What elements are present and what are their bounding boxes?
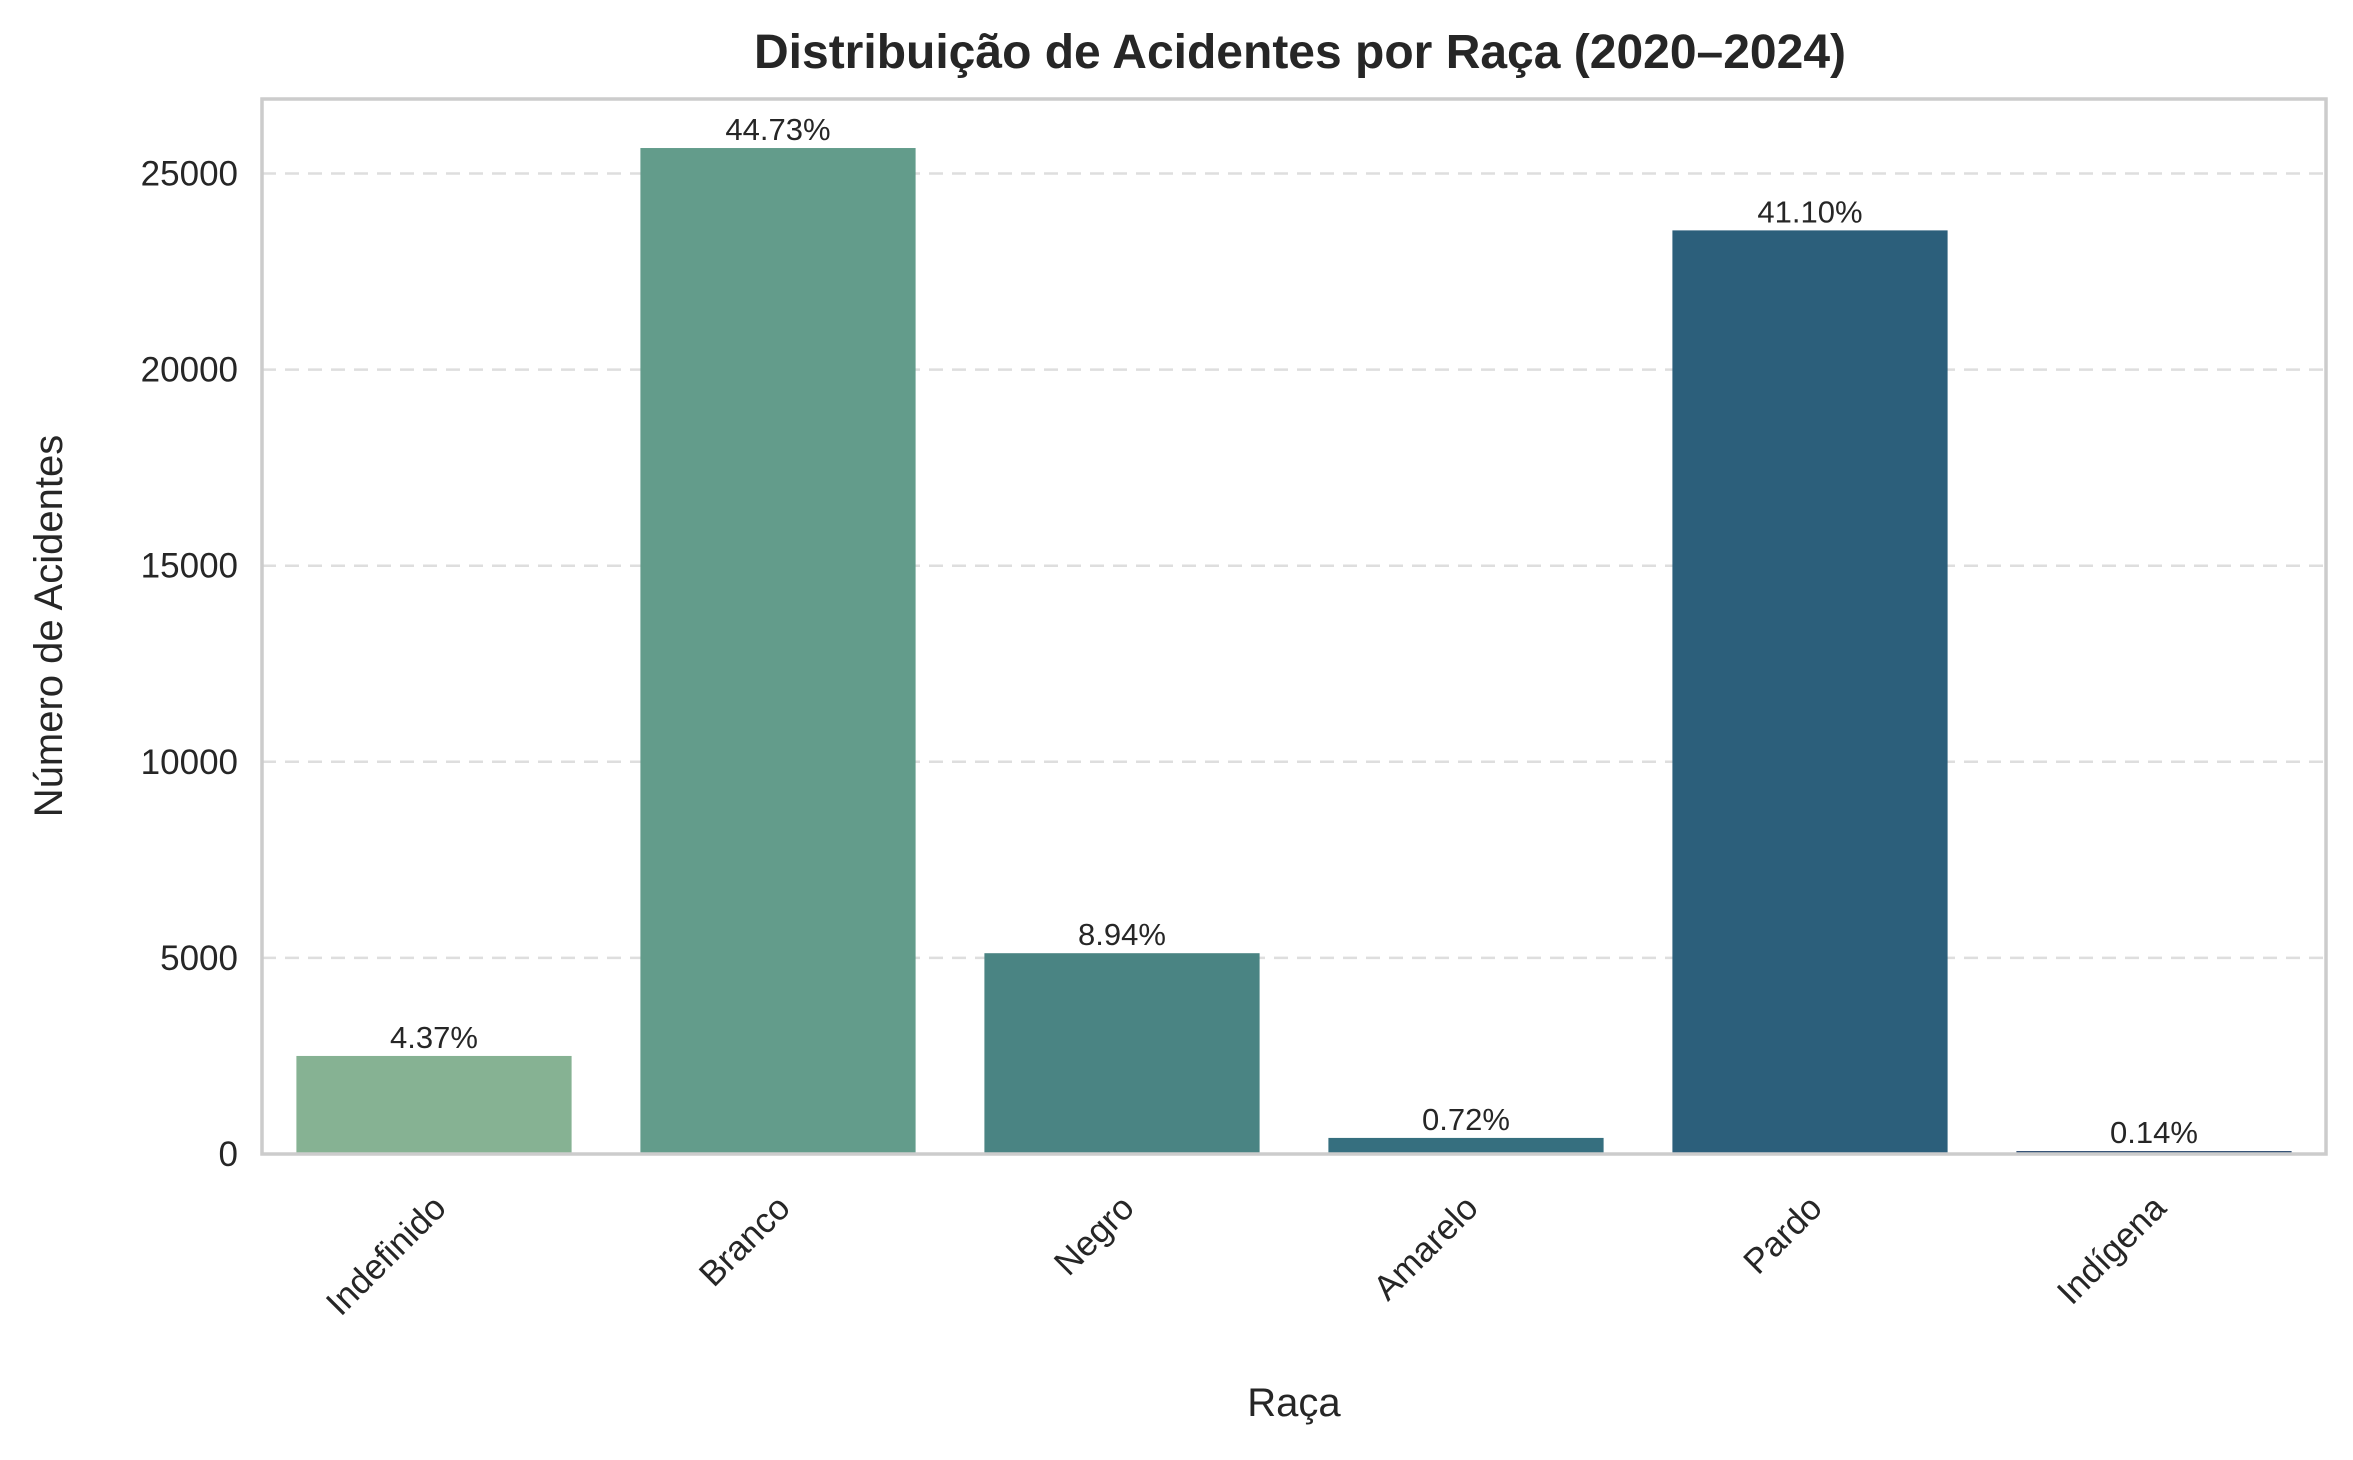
y-tick-label: 10000 — [141, 743, 238, 782]
bar-amarelo — [1328, 1137, 1604, 1154]
bar-pardo — [1672, 230, 1948, 1154]
bar-percent-label: 4.37% — [390, 1020, 478, 1055]
gridlines — [262, 172, 2326, 960]
bars — [296, 148, 2292, 1154]
bar-percent-label: 0.72% — [1422, 1102, 1510, 1137]
y-axis-label: Número de Acidentes — [27, 435, 71, 817]
y-tick-label: 25000 — [141, 155, 238, 194]
bar-percent-label: 0.14% — [2110, 1115, 2198, 1150]
bar-indefinido — [296, 1055, 572, 1154]
x-tick-label: Pardo — [1736, 1188, 1830, 1282]
y-tick-label: 0 — [219, 1135, 238, 1174]
bar-branco — [640, 148, 916, 1154]
plot-frame — [260, 97, 2328, 1156]
bar-percent-label: 8.94% — [1078, 917, 1166, 952]
x-tick-label: Indefinido — [319, 1188, 454, 1323]
y-tick-labels: 0 5000 10000 15000 20000 25000 — [141, 155, 238, 1174]
x-tick-labels: Indefinido Branco Negro Amarelo Pardo Indígen… — [319, 1188, 2174, 1323]
y-tick-label: 5000 — [160, 939, 238, 978]
x-axis-label: Raça — [1247, 1381, 1341, 1425]
x-tick-label: Amarelo — [1366, 1188, 1486, 1308]
x-tick-label: Indígena — [2050, 1188, 2174, 1312]
bar-percent-label: 41.10% — [1757, 194, 1862, 229]
y-tick-label: 15000 — [141, 547, 238, 586]
x-tick-label: Negro — [1047, 1188, 1142, 1283]
bar-negro — [984, 953, 1260, 1154]
bar-labels: 4.37% 44.73% 8.94% 0.72% 41.10% 0.14% — [390, 112, 2198, 1150]
bar-percent-label: 44.73% — [725, 112, 830, 147]
x-tick-label: Branco — [692, 1188, 798, 1294]
chart-title: Distribuição de Acidentes por Raça (2020… — [754, 26, 1846, 79]
y-tick-label: 20000 — [141, 351, 238, 390]
